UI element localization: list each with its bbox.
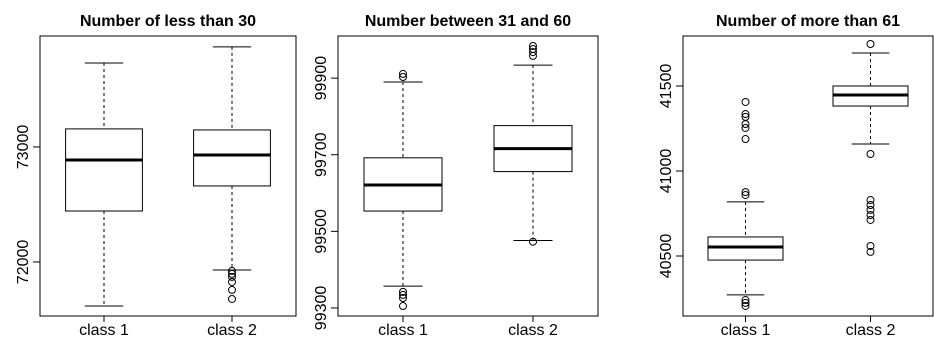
outlier bbox=[228, 266, 236, 275]
outlier bbox=[228, 285, 236, 294]
outlier bbox=[866, 39, 875, 48]
y-tick-label: 40500 bbox=[658, 234, 675, 279]
outlier bbox=[399, 72, 407, 81]
outlier bbox=[228, 277, 236, 286]
outlier bbox=[866, 211, 875, 220]
chart-title: Number of more than 61 bbox=[716, 13, 900, 30]
outlier bbox=[399, 302, 407, 311]
y-tick-label: 99900 bbox=[313, 56, 330, 101]
outlier bbox=[866, 247, 875, 256]
outlier bbox=[741, 301, 750, 310]
chart-title: Number of less than 30 bbox=[80, 13, 256, 30]
outlier bbox=[866, 149, 875, 158]
x-tick-label: class 1 bbox=[378, 322, 428, 339]
outlier bbox=[741, 135, 750, 144]
box bbox=[707, 236, 784, 261]
outlier bbox=[741, 188, 750, 197]
x-tick-label: class 1 bbox=[721, 322, 771, 339]
plot-frame bbox=[682, 35, 934, 317]
y-tick-label: 41500 bbox=[658, 64, 675, 109]
outlier bbox=[399, 293, 407, 302]
outlier bbox=[741, 123, 750, 132]
y-tick-label: 41000 bbox=[658, 149, 675, 194]
x-tick-label: class 2 bbox=[846, 322, 896, 339]
x-tick-label: class 2 bbox=[508, 322, 558, 339]
plot-frame bbox=[39, 35, 297, 317]
outlier bbox=[866, 215, 875, 224]
outlier bbox=[399, 69, 407, 78]
x-tick-label: class 1 bbox=[79, 322, 129, 339]
y-tick-label: 99300 bbox=[313, 286, 330, 331]
outlier bbox=[228, 269, 236, 278]
outlier bbox=[529, 237, 537, 246]
chart-title: Number between 31 and 60 bbox=[365, 13, 571, 30]
outlier bbox=[741, 97, 750, 106]
plot-frame bbox=[337, 35, 599, 317]
outlier bbox=[866, 200, 875, 209]
x-tick-label: class 2 bbox=[207, 322, 257, 339]
outlier bbox=[866, 205, 875, 214]
y-tick-label: 72000 bbox=[15, 240, 32, 285]
outlier bbox=[741, 296, 750, 305]
outlier bbox=[866, 196, 875, 205]
outlier bbox=[741, 190, 750, 199]
outlier bbox=[529, 48, 537, 57]
outlier bbox=[741, 110, 750, 119]
y-tick-label: 73000 bbox=[15, 125, 32, 170]
y-tick-label: 99500 bbox=[313, 209, 330, 254]
outlier bbox=[228, 272, 236, 281]
y-tick-label: 99700 bbox=[313, 132, 330, 177]
outlier bbox=[399, 290, 407, 299]
outlier bbox=[866, 241, 875, 250]
outlier bbox=[529, 41, 537, 50]
outlier bbox=[741, 120, 750, 129]
outlier bbox=[529, 51, 537, 60]
outlier bbox=[399, 287, 407, 296]
outlier bbox=[741, 298, 750, 307]
box bbox=[65, 128, 143, 212]
box bbox=[193, 129, 271, 187]
outlier bbox=[228, 294, 236, 303]
